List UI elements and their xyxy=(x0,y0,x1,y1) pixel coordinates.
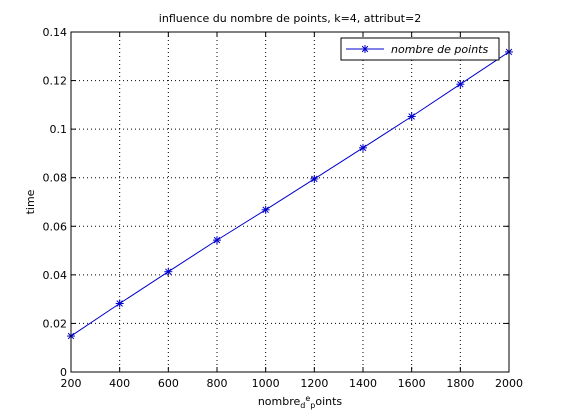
x-axis-label: nombredepoints xyxy=(258,394,343,410)
x-axis-label-part3: oints xyxy=(315,395,342,408)
tick-layer: 200 400 600 800 1000 1200 1400 1600 1800 2000 0 0.0… xyxy=(43,26,524,390)
data-point xyxy=(213,236,221,245)
x-tick-label: 1600 xyxy=(398,377,426,390)
x-axis-label-part: nombre xyxy=(258,395,301,408)
x-tick-label: 1200 xyxy=(300,377,328,390)
grid-layer xyxy=(71,32,509,372)
y-tick-label: 0.14 xyxy=(43,26,68,39)
x-axis-label-sub2: p xyxy=(310,401,315,410)
y-axis-label: time xyxy=(24,189,37,214)
x-tick-label: 1400 xyxy=(349,377,377,390)
legend-marker xyxy=(361,45,369,53)
x-tick-label: 400 xyxy=(109,377,130,390)
x-tick-label: 600 xyxy=(158,377,179,390)
data-point xyxy=(456,80,465,89)
data-point xyxy=(359,143,367,152)
y-tick-label: 0.02 xyxy=(43,317,68,330)
data-point xyxy=(115,299,124,308)
chart-title: influence du nombre de points, k=4, attr… xyxy=(159,12,421,25)
x-tick-label: 1800 xyxy=(446,377,474,390)
data-point xyxy=(310,174,319,183)
x-axis-label-sub: d xyxy=(300,401,305,410)
x-tick-label: 800 xyxy=(207,377,228,390)
legend-marker-glyph xyxy=(361,45,369,53)
plot-area xyxy=(71,32,509,372)
series-line xyxy=(70,51,510,337)
x-tick-label: 2000 xyxy=(495,377,523,390)
x-tick-label: 1000 xyxy=(252,377,280,390)
y-tick-label: 0.08 xyxy=(43,172,68,185)
legend-entry-nombre-de-points: nombre de points xyxy=(391,43,488,56)
y-tick-label: 0.06 xyxy=(43,220,68,233)
x-tick-label: 200 xyxy=(61,377,82,390)
y-tick-label: 0.1 xyxy=(50,123,68,136)
x-axis-label-sup: e xyxy=(305,394,310,403)
data-point xyxy=(164,267,173,276)
y-tick-label: 0.12 xyxy=(43,75,68,88)
plot-frame xyxy=(70,31,510,373)
data-point xyxy=(407,112,416,121)
legend: nombre de points xyxy=(340,37,500,61)
y-tick-label: 0.04 xyxy=(43,269,68,282)
data-point xyxy=(261,205,270,214)
legend-box xyxy=(340,37,500,61)
y-tick-label: 0 xyxy=(60,366,67,379)
